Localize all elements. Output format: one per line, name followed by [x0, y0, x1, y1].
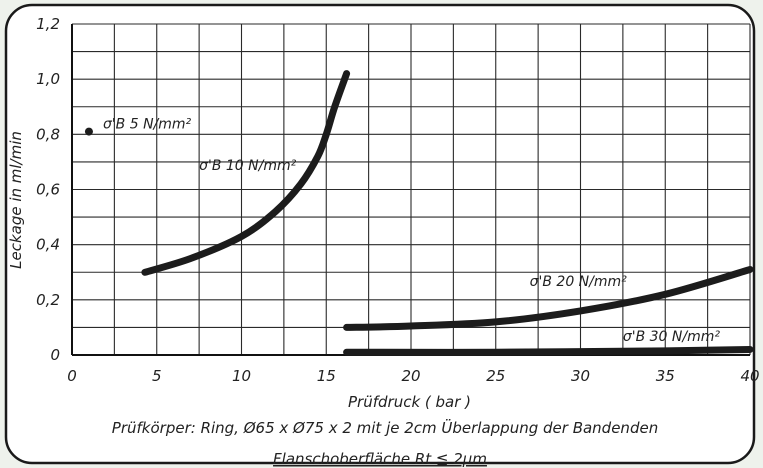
- y-tick-label: 0,2: [36, 291, 60, 309]
- x-axis-title: Prüfdruck ( bar ): [348, 393, 471, 411]
- data-point-sigma-5: [84, 127, 93, 136]
- y-tick-label: 0,6: [36, 181, 60, 199]
- x-tick-label: 0: [67, 367, 77, 385]
- y-axis-title: Leckage in ml/min: [7, 131, 25, 269]
- y-tick-label: 0,4: [36, 236, 60, 254]
- y-tick-label: 0: [50, 346, 60, 364]
- x-tick-label: 30: [571, 367, 590, 385]
- x-tick-label: 5: [152, 367, 162, 385]
- y-tick-label: 1,0: [36, 70, 60, 88]
- series-line-3: [343, 346, 754, 356]
- x-tick-label: 35: [656, 367, 675, 385]
- y-tick-label: 0,8: [36, 125, 60, 143]
- x-tick-label: 10: [232, 367, 251, 385]
- series-layer: [84, 70, 754, 356]
- x-tick-label: 20: [401, 367, 420, 385]
- caption-specimen: Prüfkörper: Ring, Ø65 x Ø75 x 2 mit je 2…: [112, 418, 658, 437]
- y-tick-label: 1,2: [36, 15, 60, 33]
- caption-surface: Flanschoberfläche Rt ≦ 2µm: [273, 450, 487, 468]
- tick-layer: 0 5 10 15 20 25 30 35 40 0 0,2 0,4 0,6 0,8 1,0 1,2: [36, 15, 759, 385]
- x-tick-label: 15: [317, 367, 336, 385]
- annotation-layer: σ'B 5 N/mm² σ'B 10 N/mm² σ'B 20 N/mm² σ'B 3…: [103, 117, 720, 346]
- series-line-1: [141, 70, 351, 276]
- series-line-2: [343, 266, 754, 331]
- series-label-1: σ'B 10 N/mm²: [199, 158, 297, 174]
- series-label-2: σ'B 20 N/mm²: [530, 274, 628, 290]
- series-label-0: σ'B 5 N/mm²: [103, 117, 192, 133]
- x-tick-label: 25: [486, 367, 505, 385]
- x-tick-label: 40: [740, 367, 759, 385]
- series-label-3: σ'B 30 N/mm²: [623, 329, 721, 345]
